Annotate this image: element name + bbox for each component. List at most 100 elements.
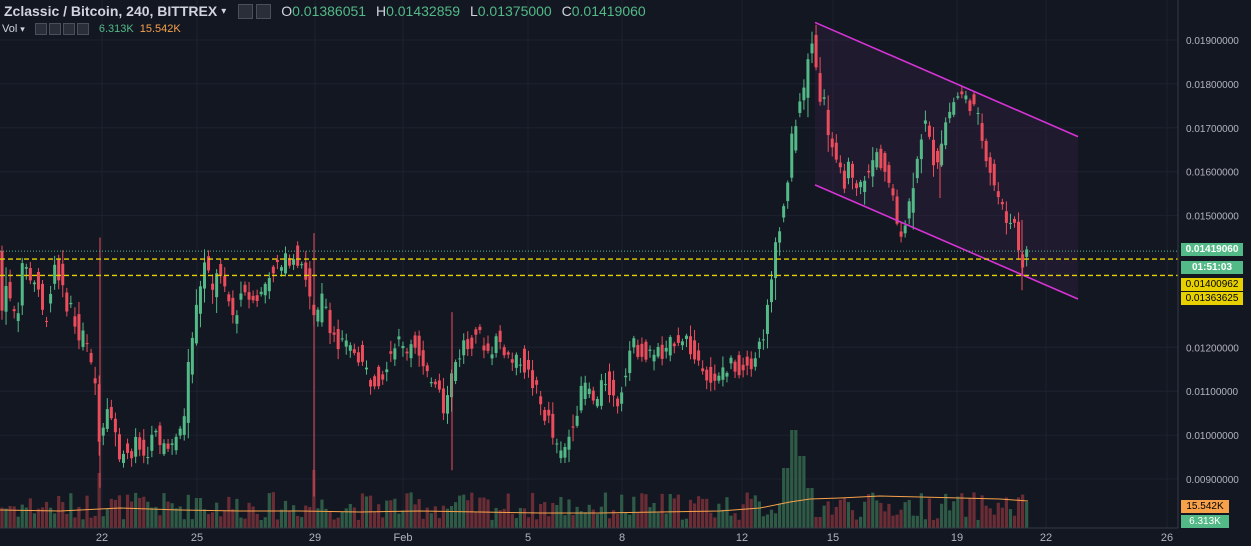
- volume-caret-icon[interactable]: ▾: [20, 23, 25, 34]
- volume-bar: [73, 517, 77, 528]
- candle-body: [818, 73, 822, 102]
- volume-bar: [899, 509, 903, 528]
- candle-body: [737, 355, 741, 376]
- volume-bar: [377, 504, 381, 528]
- candle-body: [729, 357, 733, 364]
- candle-body: [45, 320, 49, 322]
- volume-bar: [413, 504, 417, 528]
- volume-bar: [146, 501, 150, 528]
- volume-bar: [692, 503, 697, 528]
- scale-settings-icon[interactable]: [1230, 526, 1251, 546]
- candle-body: [178, 428, 182, 436]
- symbol-title[interactable]: Zclassic / Bitcoin, 240, BITTREX: [4, 3, 218, 19]
- time-tick-label: 26: [1161, 532, 1173, 544]
- volume-bar: [952, 501, 956, 528]
- volume-bar: [385, 500, 389, 528]
- volume-settings-icon[interactable]: [48, 23, 61, 35]
- candle-body: [425, 365, 429, 372]
- volume-remove-icon[interactable]: [76, 23, 89, 35]
- candle-body: [356, 352, 360, 363]
- volume-bar: [57, 495, 61, 528]
- volume-bar: [425, 507, 429, 528]
- candle-body: [16, 313, 20, 321]
- candle-body: [1008, 222, 1012, 224]
- candlestick-series: [0, 24, 1029, 497]
- volume-bar: [470, 492, 474, 528]
- candle-body: [830, 138, 834, 148]
- volume-bar: [498, 510, 502, 528]
- candle-body: [770, 279, 773, 303]
- volume-bar: [259, 519, 263, 528]
- volume-bar: [599, 506, 603, 528]
- volume-legend: Vol ▾ 6.313K 15.542K: [0, 23, 181, 35]
- volume-bar: [518, 507, 522, 528]
- volume-bar: [830, 514, 834, 528]
- candle-body: [911, 188, 915, 213]
- candle-body: [486, 343, 490, 351]
- candle-body: [142, 439, 146, 456]
- open-value: 0.01386051: [292, 3, 367, 19]
- candle-body: [895, 196, 899, 224]
- candle-body: [138, 437, 142, 450]
- visibility-icon[interactable]: [238, 3, 254, 19]
- candle-body: [782, 206, 786, 218]
- time-axis-labels[interactable]: 22 25 29 Feb 5 8 12 15 19 22 26: [96, 532, 1173, 544]
- volume-bar: [121, 519, 126, 528]
- volume-bar: [316, 508, 320, 528]
- volume-bar: [603, 492, 608, 528]
- volume-bar: [620, 494, 624, 528]
- candle-body: [174, 436, 178, 451]
- candle-body: [713, 373, 717, 381]
- volume-bar: [996, 502, 1000, 528]
- candle-body: [340, 338, 344, 340]
- settings-icon[interactable]: [256, 3, 272, 19]
- volume-bar: [616, 513, 620, 528]
- volume-title[interactable]: Vol: [2, 23, 18, 35]
- volume-bar: [1021, 494, 1025, 528]
- candle-body: [251, 295, 255, 301]
- candle-body: [101, 427, 105, 436]
- volume-visibility-icon[interactable]: [34, 23, 47, 35]
- candle-body: [915, 158, 919, 179]
- candle-body: [591, 390, 595, 401]
- volume-bar: [36, 508, 41, 528]
- volume-bar: [850, 510, 855, 528]
- volume-bar: [105, 508, 109, 528]
- candle-body: [765, 304, 769, 334]
- candle-body: [697, 350, 701, 361]
- volume-bar: [818, 516, 822, 528]
- candle-body: [741, 364, 745, 371]
- candle-body: [1004, 211, 1008, 223]
- volume-bar: [583, 512, 587, 528]
- channel-upper-line[interactable]: [814, 21, 1079, 138]
- candle-body: [701, 368, 705, 372]
- candle-body: [296, 245, 300, 266]
- volume-bar: [749, 498, 753, 528]
- channel-lower-line[interactable]: [814, 184, 1079, 300]
- low-label: L: [469, 3, 478, 19]
- time-tick-label: 8: [619, 532, 625, 544]
- candle-body: [41, 283, 44, 310]
- volume-bar: [875, 500, 879, 528]
- volume-bar: [417, 498, 421, 528]
- volume-bar: [948, 510, 952, 528]
- candle-body: [826, 109, 830, 136]
- volume-bar: [935, 518, 940, 528]
- symbol-caret-icon[interactable]: ▾: [221, 5, 227, 17]
- volume-bar: [790, 430, 794, 528]
- price-tick-label: 0.00900000: [1186, 475, 1239, 486]
- candle-body: [385, 369, 389, 373]
- volume-add-icon[interactable]: [62, 23, 75, 35]
- candle-body: [672, 343, 676, 347]
- candle-body: [243, 284, 247, 293]
- candle-body: [810, 43, 814, 54]
- candle-body: [373, 376, 377, 387]
- volume-bar: [215, 502, 219, 528]
- candle-body: [186, 361, 190, 423]
- candle-body: [158, 425, 162, 446]
- volume-bar: [741, 504, 745, 528]
- candle-body: [640, 343, 644, 357]
- volume-bar: [927, 498, 932, 528]
- volume-bar: [332, 519, 336, 528]
